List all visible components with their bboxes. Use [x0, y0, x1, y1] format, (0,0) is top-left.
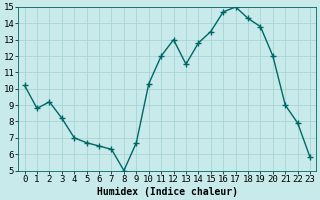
X-axis label: Humidex (Indice chaleur): Humidex (Indice chaleur): [97, 186, 238, 197]
